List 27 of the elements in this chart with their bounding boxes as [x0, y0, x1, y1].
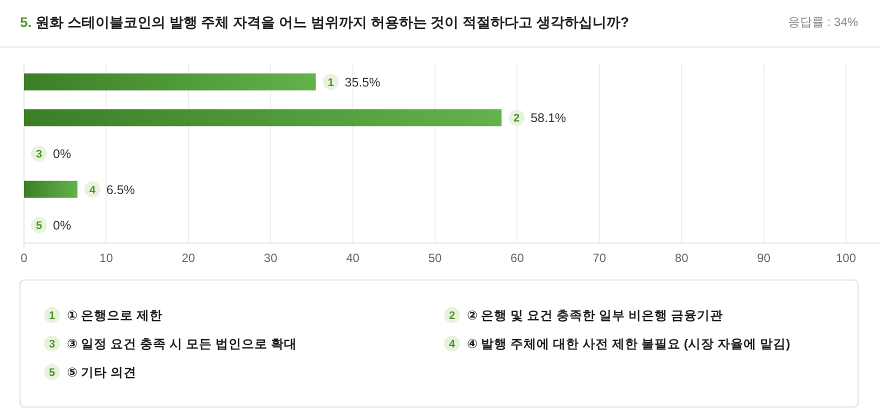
x-tick-label: 0	[20, 251, 28, 265]
x-tick-label: 10	[100, 251, 114, 265]
data-label: 6.5%	[106, 182, 135, 197]
x-tick-label: 50	[428, 251, 442, 265]
x-tick-label: 20	[182, 251, 196, 265]
x-tick-label: 80	[674, 251, 689, 265]
data-label: 0%	[53, 218, 72, 233]
data-label: 35.5%	[344, 75, 380, 90]
y-tick-label: 4	[89, 184, 96, 196]
chart-title: 5. 원화 스테이블코인의 발행 주체 자격을 어느 범위까지 허용하는 것이 적절하다고 생각하십니까?	[20, 14, 630, 30]
x-tick-label: 60	[510, 251, 524, 265]
x-tick-label: 100	[836, 251, 856, 265]
x-tick-label: 30	[264, 251, 278, 265]
x-tick-label: 90	[757, 251, 771, 265]
y-tick-label: 3	[36, 148, 42, 160]
x-tick-label: 40	[346, 251, 360, 265]
data-label: 0%	[53, 147, 72, 161]
y-tick-label: 2	[514, 112, 520, 125]
bar	[24, 73, 316, 90]
y-tick-label: 5	[36, 220, 42, 232]
x-tick-label: 70	[592, 251, 606, 265]
legend: 1 ① 은행으로 제한 2 ② 은행 및 요건 충족한 일부 비은행 금융기관 3 ③ 일정 요건 충족 시 모든 법인으로 확대 4 ④ 발행 주체에 대한 사전 제한 불필요 (시장 자율에 맡김) 5 ⑤ 기타 의견	[20, 280, 858, 408]
bar	[24, 180, 78, 198]
bar	[24, 109, 502, 126]
y-tick-label: 1	[328, 76, 334, 89]
data-label: 58.1%	[530, 111, 566, 126]
chart-subtitle: 응답률 : 34%	[788, 15, 858, 29]
